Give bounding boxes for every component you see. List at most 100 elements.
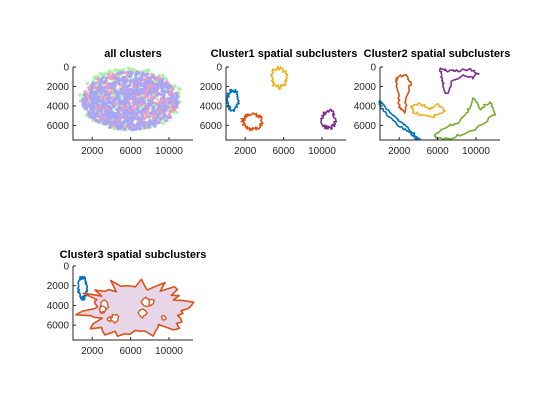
cluster-point [143,106,148,110]
cluster-point [111,104,116,108]
cluster-point [102,100,106,104]
cluster-point [140,102,144,107]
x-tick-label: 10000 [308,146,336,157]
cluster-point [134,73,138,77]
x-tick-label: 6000 [272,146,295,157]
cluster-point [124,93,129,98]
x-tick-label: 6000 [426,146,449,157]
cluster-point [158,117,163,121]
x-tick-label: 10000 [155,346,183,357]
cluster-point [116,94,120,98]
cluster-point [114,115,119,119]
cluster-point [127,101,131,105]
x-tick-label: 6000 [119,146,142,157]
cluster-point [157,120,161,125]
cluster-point [124,114,128,119]
cluster-point [104,118,108,123]
cluster-point [168,115,172,120]
panel-title: Cluster1 spatial subclusters [211,48,358,60]
cluster-point [158,99,162,104]
y-tick-label: 6000 [354,121,377,132]
x-ticks: 2000 6000 10000 [388,137,490,157]
cluster-point [146,68,151,72]
cluster-point [128,116,132,120]
cluster-point [107,96,111,100]
cluster-point [168,101,172,105]
cluster-point [98,81,102,86]
x-tick-label: 2000 [81,146,104,157]
cluster-point [135,91,139,96]
cluster-point [161,121,165,125]
cluster-point [146,92,150,97]
cluster-point [164,119,168,123]
cluster-point [126,66,131,70]
cluster-point [124,99,128,103]
cluster-point [108,105,112,110]
cluster-point [106,109,110,114]
cluster-point [130,87,134,91]
cluster-point [118,97,122,101]
cluster-point [139,89,144,93]
panel-title: Cluster3 spatial subclusters [60,249,207,261]
cluster-point [147,81,151,85]
cluster-point [142,120,147,125]
cluster-point [123,127,127,131]
cluster-point [118,120,122,124]
y-ticks: 0 2000 4000 6000 [354,63,383,132]
subcluster-outline [270,65,289,90]
cluster-point [92,93,96,97]
cluster-point [169,109,173,113]
cluster-point [103,85,107,90]
x-tick-label: 6000 [119,346,142,357]
cluster-point [118,126,122,130]
cluster-point [96,114,100,118]
cluster-point [164,104,169,109]
cluster-point [153,122,157,126]
cluster-point [175,110,179,115]
y-ticks: 0 2000 4000 6000 [47,262,76,332]
y-tick-label: 0 [63,63,69,74]
cluster-point [143,87,147,91]
cluster-point [147,125,151,129]
cluster-point [140,112,144,116]
subcluster-hole [137,308,148,319]
cluster-point [110,86,114,90]
cluster-point [160,89,165,93]
cluster-point [143,82,147,86]
subcluster-outline [75,278,195,338]
y-tick-label: 6000 [47,121,70,132]
cluster-point [118,105,123,110]
subcluster-outline [394,73,413,114]
axis-lines [72,67,193,141]
cluster-point [160,73,165,78]
axes: 2000 6000 10000 0 2000 4000 6000 [200,63,346,157]
cluster-point [144,115,149,119]
cluster-point [167,84,171,89]
cluster-point [106,93,111,97]
y-tick-label: 0 [216,63,222,74]
cluster-point [152,83,156,87]
cluster-point [143,73,148,78]
x-tick-label: 2000 [388,146,411,157]
cluster-point [132,95,137,99]
cluster-point [166,89,170,93]
cluster-point [157,92,161,96]
cluster-point [129,127,133,131]
cluster-point [173,107,177,112]
plot-area [78,66,182,132]
cluster-point [148,119,152,124]
cluster-point [93,95,97,100]
cluster-point [121,68,125,72]
cluster-point [127,92,132,96]
y-tick-label: 2000 [200,82,223,93]
subcluster-fill [75,279,194,337]
cluster-point [148,89,152,94]
axis-lines [225,67,346,141]
x-ticks: 2000 6000 10000 [81,337,183,357]
x-ticks: 2000 6000 10000 [234,137,336,157]
y-tick-label: 6000 [47,321,70,332]
cluster-point [176,101,180,105]
cluster-point [155,115,159,120]
cluster-point [149,112,153,116]
cluster-point [95,110,100,115]
